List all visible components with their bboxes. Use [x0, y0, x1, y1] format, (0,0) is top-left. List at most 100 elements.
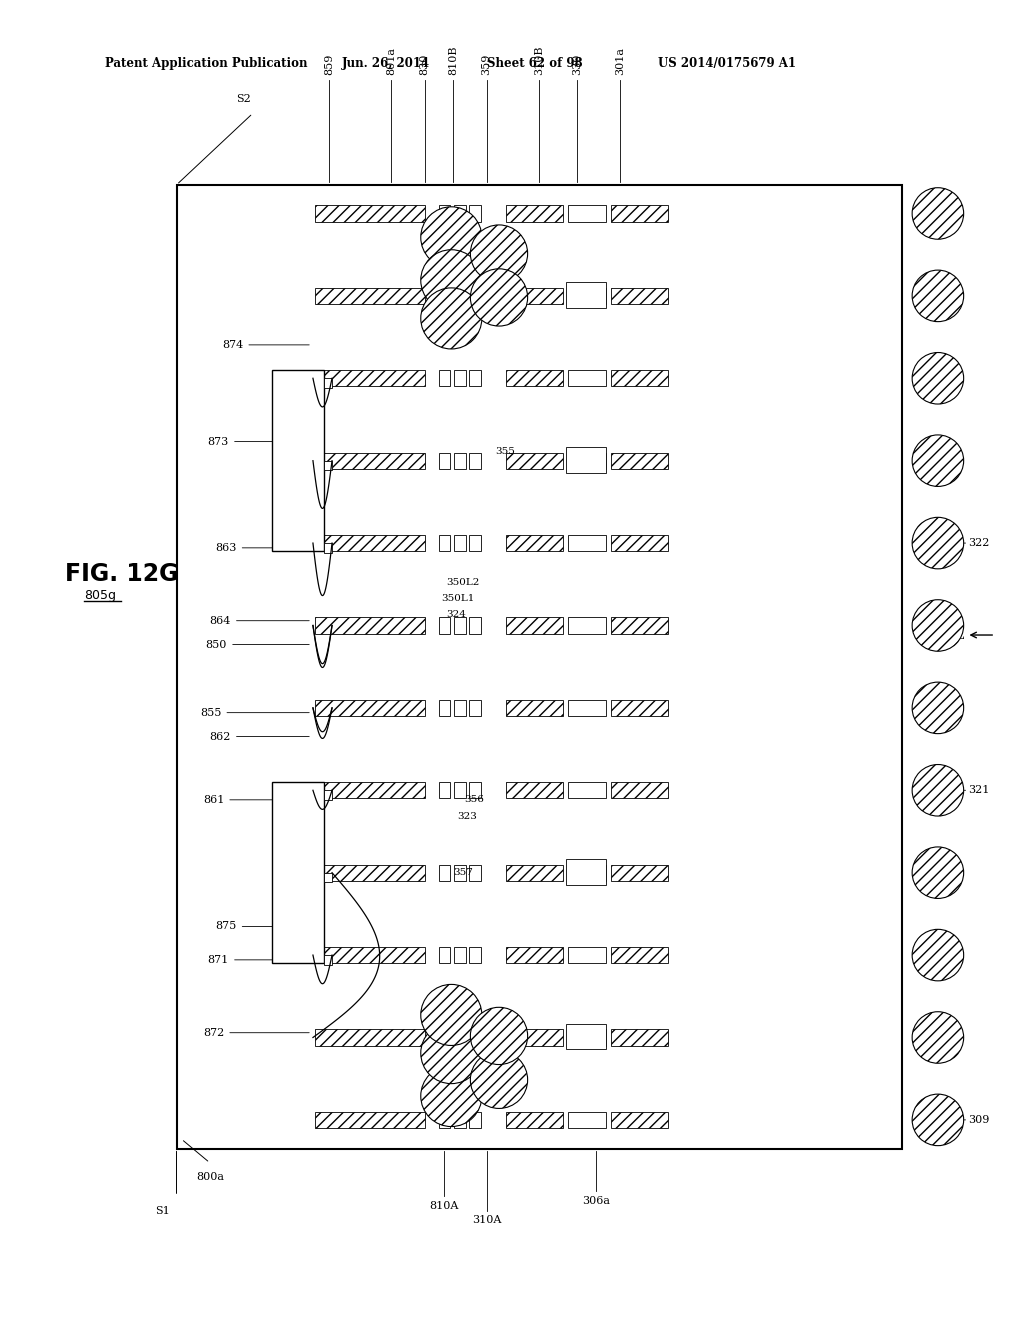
Circle shape: [421, 1023, 482, 1084]
Bar: [314, 206, 425, 222]
Circle shape: [912, 847, 964, 899]
Circle shape: [912, 764, 964, 816]
Bar: [610, 453, 668, 469]
Bar: [439, 206, 451, 222]
Bar: [506, 783, 563, 799]
Bar: [325, 873, 332, 882]
Bar: [314, 1111, 425, 1129]
Text: 861: 861: [203, 795, 224, 805]
Text: 805g: 805g: [84, 589, 116, 602]
Text: 801a: 801a: [386, 48, 396, 75]
Bar: [314, 535, 425, 552]
Bar: [325, 791, 332, 800]
Bar: [567, 946, 606, 964]
Bar: [610, 1111, 668, 1129]
Circle shape: [421, 207, 482, 268]
Text: 359: 359: [481, 54, 492, 75]
Bar: [439, 618, 451, 634]
Bar: [506, 1111, 563, 1129]
Bar: [455, 946, 466, 964]
Bar: [610, 288, 668, 304]
Circle shape: [912, 682, 964, 734]
Circle shape: [421, 249, 482, 310]
Bar: [469, 700, 481, 715]
Text: Patent Application Publication: Patent Application Publication: [104, 57, 307, 70]
Text: S1: S1: [155, 1205, 170, 1216]
Bar: [325, 379, 332, 388]
Text: L: L: [955, 628, 964, 642]
Bar: [439, 865, 451, 880]
Bar: [469, 288, 481, 304]
Text: Sheet 62 of 98: Sheet 62 of 98: [486, 57, 583, 70]
Text: 830: 830: [420, 54, 430, 75]
Circle shape: [912, 1011, 964, 1063]
Text: 890B: 890B: [456, 277, 483, 286]
Bar: [439, 1030, 451, 1045]
Text: 350L2: 350L2: [446, 578, 479, 587]
Bar: [506, 370, 563, 387]
Bar: [176, 185, 902, 1148]
Bar: [325, 543, 332, 553]
Circle shape: [912, 599, 964, 651]
Circle shape: [421, 288, 482, 348]
Bar: [469, 370, 481, 387]
Circle shape: [912, 1094, 964, 1146]
Circle shape: [912, 352, 964, 404]
Bar: [610, 535, 668, 552]
Text: 872: 872: [203, 1028, 224, 1038]
Bar: [439, 700, 451, 715]
Bar: [439, 946, 451, 964]
Text: 323: 323: [458, 812, 477, 821]
Bar: [610, 783, 668, 799]
Bar: [314, 453, 425, 469]
Bar: [439, 535, 451, 552]
Bar: [506, 700, 563, 715]
Text: US 2014/0175679 A1: US 2014/0175679 A1: [658, 57, 797, 70]
Bar: [469, 865, 481, 880]
Text: 355: 355: [496, 446, 516, 455]
Text: 859: 859: [325, 54, 334, 75]
Bar: [455, 700, 466, 715]
Bar: [439, 1111, 451, 1129]
Bar: [455, 1111, 466, 1129]
Bar: [506, 1030, 563, 1045]
Text: 862: 862: [210, 731, 230, 742]
Bar: [567, 783, 606, 799]
Bar: [469, 783, 481, 799]
Bar: [567, 453, 606, 469]
Circle shape: [912, 187, 964, 239]
Bar: [506, 946, 563, 964]
Bar: [455, 1030, 466, 1045]
Bar: [272, 370, 325, 552]
Bar: [506, 535, 563, 552]
Bar: [567, 288, 606, 304]
Text: 855: 855: [200, 708, 221, 718]
Bar: [566, 1023, 606, 1049]
Text: FIG. 12G: FIG. 12G: [65, 562, 178, 586]
Bar: [439, 783, 451, 799]
Text: 810A: 810A: [429, 1201, 459, 1210]
Bar: [455, 370, 466, 387]
Circle shape: [912, 929, 964, 981]
Circle shape: [470, 1007, 527, 1064]
Text: 356: 356: [464, 796, 484, 804]
Text: 850: 850: [206, 640, 227, 649]
Bar: [314, 288, 425, 304]
Circle shape: [470, 269, 527, 326]
Circle shape: [470, 1051, 527, 1109]
Text: 306a: 306a: [583, 1196, 610, 1206]
Bar: [610, 946, 668, 964]
Bar: [506, 206, 563, 222]
Text: S2: S2: [236, 94, 251, 104]
Text: 330: 330: [572, 54, 583, 75]
Bar: [469, 1111, 481, 1129]
Text: 875: 875: [215, 921, 237, 932]
Bar: [325, 956, 332, 965]
Bar: [439, 453, 451, 469]
Bar: [610, 865, 668, 880]
Bar: [314, 865, 425, 880]
Text: 321: 321: [969, 785, 990, 795]
Bar: [469, 946, 481, 964]
Text: 874: 874: [222, 339, 244, 350]
Circle shape: [912, 271, 964, 322]
